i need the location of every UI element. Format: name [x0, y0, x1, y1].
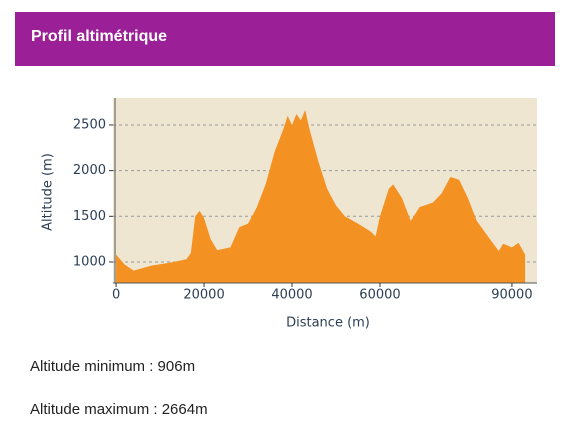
x-tick-label: 0 — [112, 288, 120, 303]
x-tick-label: 90000 — [491, 288, 532, 303]
x-tick-label: 60000 — [359, 288, 400, 303]
stat: Altitude minimum : 906m — [30, 358, 196, 375]
x-tick-label: 20000 — [183, 288, 224, 303]
chart: 1000 1500 2000 2500 0 20000 40000 60000 90000 Dis… — [41, 98, 537, 331]
header: Profil altimétrique — [15, 12, 555, 66]
y-tick-label: 2500 — [73, 117, 106, 132]
y-tick-label: 2000 — [73, 163, 106, 178]
y-tick-label: 1500 — [73, 209, 106, 224]
area — [116, 109, 526, 284]
y-tick-label: 1000 — [73, 254, 106, 269]
y-axis-label: Altitude (m) — [41, 153, 56, 231]
stat: Altitude maximum : 2664m — [30, 401, 208, 418]
x-axis-label: Distance (m) — [286, 316, 370, 331]
header-title: Profil altimétrique — [31, 28, 168, 45]
x-tick-label: 40000 — [271, 288, 312, 303]
